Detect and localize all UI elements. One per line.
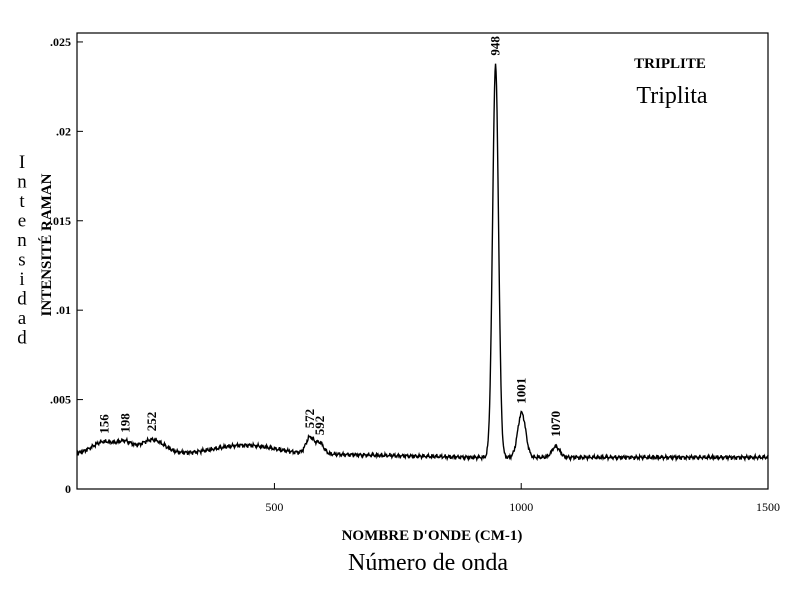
peak-label: 252	[144, 412, 159, 432]
tick-marks	[77, 41, 769, 490]
y-tick-label: .025	[50, 35, 71, 49]
y-tick-label: 0	[65, 482, 71, 496]
peak-label: 156	[97, 414, 112, 434]
y-label-letter: n	[17, 172, 27, 193]
x-tick-label: 1500	[756, 500, 780, 514]
y-axis-label: INTENSITÉ RAMAN	[38, 173, 55, 316]
peak-label: 592	[312, 416, 327, 436]
x-axis-label: NOMBRE D'ONDE (CM-1)	[342, 528, 523, 544]
y-label-letter: s	[18, 250, 25, 271]
x-axis-label-secondary: Número de onda	[348, 550, 508, 576]
y-label-letter: I	[19, 152, 25, 173]
plot-frame	[76, 32, 769, 490]
y-tick-label: .015	[50, 214, 71, 228]
y-label-letter: d	[17, 328, 27, 349]
chart-title: TRIPLITE	[634, 56, 706, 72]
y-label-letter: n	[17, 230, 27, 251]
y-tick-label: .01	[56, 303, 71, 317]
peak-label: 1001	[514, 378, 529, 404]
x-tick-label: 1000	[509, 500, 533, 514]
y-label-letter: i	[19, 269, 24, 290]
axes	[76, 32, 769, 490]
peak-label: 948	[488, 36, 503, 56]
peak-label: 572	[302, 409, 317, 429]
peak-label: 1070	[548, 411, 563, 437]
y-label-letter: e	[18, 211, 26, 232]
peak-label: 198	[117, 413, 132, 433]
y-label-letter: t	[19, 191, 25, 212]
y-label-letter: a	[18, 308, 27, 329]
spectrum-line	[76, 63, 769, 463]
chart-subtitle: Triplita	[636, 83, 707, 109]
tick-labels: 500 1000 1500 0 .005 .01 .015 .02 .025	[50, 35, 780, 514]
y-label-letter: d	[17, 289, 27, 310]
y-tick-label: .005	[50, 393, 71, 407]
y-tick-label: .02	[56, 124, 71, 138]
x-tick-label: 500	[265, 500, 283, 514]
